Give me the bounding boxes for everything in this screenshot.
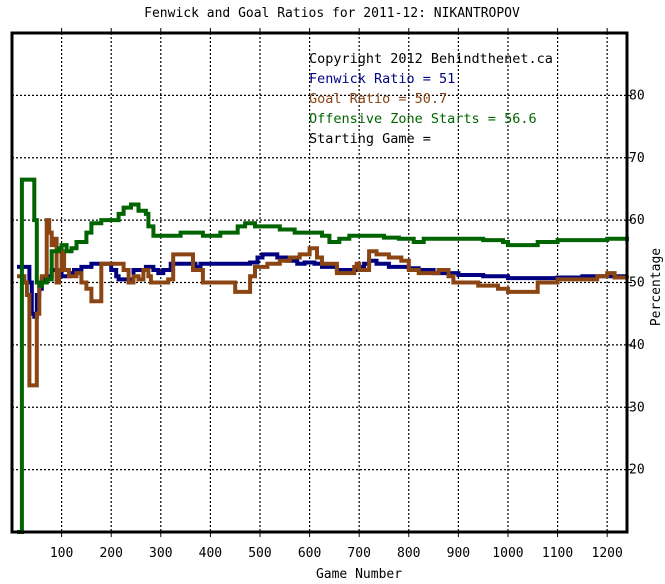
legend-annotations: Copyright 2012 Behindthenet.ca Fenwick Ra… [309,51,553,147]
x-tick-label: 500 [248,546,271,561]
axis-ticks: 100 200 300 400 500 600 700 800 900 1000 1100 1200 2… [50,28,645,561]
x-tick-label: 1100 [542,546,573,561]
y-axis-label: Percentage [649,248,664,326]
x-tick-label: 100 [50,546,73,561]
legend-annotation-5: Starting Game = [309,131,431,147]
x-tick-label: 400 [199,546,222,561]
y-tick-label: 80 [629,88,645,103]
y-tick-label: 30 [629,400,645,415]
x-tick-label: 600 [298,546,321,561]
y-tick-label: 20 [629,463,645,478]
chart-title: Fenwick and Goal Ratios for 2011-12: NIK… [144,6,520,21]
x-tick-label: 900 [447,546,470,561]
y-tick-label: 70 [629,151,645,166]
legend-annotation-1: Copyright 2012 Behindthenet.ca [309,51,553,67]
legend-annotation-4: Offensive Zone Starts = 56.6 [309,111,537,127]
x-tick-label: 1200 [592,546,623,561]
x-axis-label: Game Number [316,567,402,580]
series-line-3 [17,177,629,534]
x-tick-label: 200 [99,546,122,561]
series-group [17,177,629,534]
x-tick-label: 1000 [492,546,523,561]
y-tick-label: 40 [629,338,645,353]
x-tick-label: 300 [149,546,172,561]
legend-annotation-3: Goal Ratio = 50.7 [309,91,447,107]
x-tick-label: 800 [397,546,420,561]
y-tick-label: 60 [629,213,645,228]
legend-annotation-2: Fenwick Ratio = 51 [309,71,455,87]
x-tick-label: 700 [347,546,370,561]
y-tick-label: 50 [629,276,645,291]
series-line-2 [17,218,629,388]
